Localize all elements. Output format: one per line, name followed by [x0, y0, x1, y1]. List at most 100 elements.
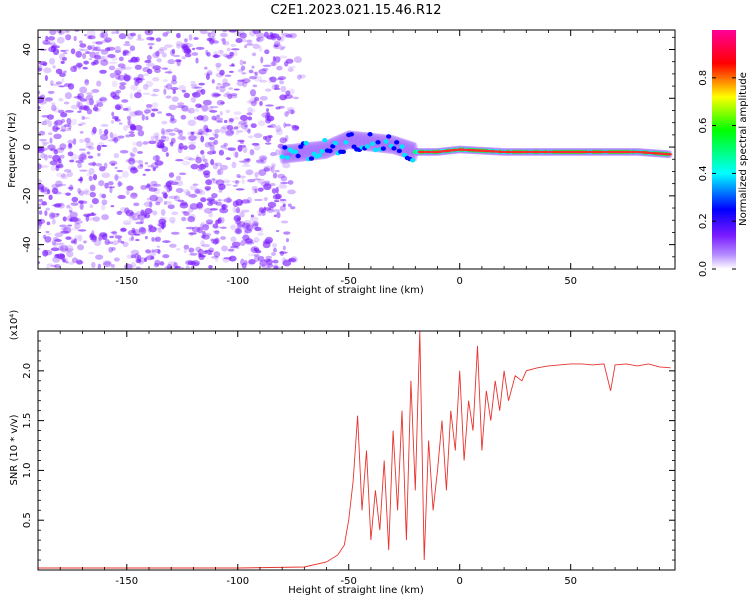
spectrogram-noise-cell [280, 220, 289, 224]
spectrogram-noise-cell [237, 144, 243, 152]
spectrogram-noise-cell [77, 244, 85, 251]
spectrogram-noise-cell [38, 163, 42, 170]
spectrogram-noise-cell [260, 56, 264, 64]
spectrogram-noise-cell [41, 141, 50, 145]
spectrogram-panel: -150 -100 -50 0 50 -40 -20 0 20 40 Height of stra… [7, 29, 676, 296]
spectrogram-noise-cell [101, 214, 109, 221]
spectrogram-signal-halo [304, 141, 311, 162]
spectrogram-noise-cell [183, 244, 190, 250]
spectrogram-noise-cell [53, 242, 58, 247]
spectrogram-noise-cell [59, 166, 64, 169]
spectrogram-signal-core [510, 150, 516, 154]
spectrogram-noise-cell [161, 120, 168, 125]
spectrogram-noise-cell [287, 109, 296, 115]
spectrogram-noise-cell [60, 226, 68, 231]
spectrogram-noise-cell [216, 65, 220, 72]
spectrogram-noise-cell [168, 216, 176, 223]
spectrogram-noise-cell [113, 152, 120, 159]
spectrogram-noise-cell [233, 51, 238, 57]
spectrogram-noise-cell [93, 239, 102, 247]
spectrogram-noise-cell [66, 250, 74, 258]
spectrogram-noise-cell [72, 65, 78, 69]
spectrogram-noise-cell [212, 132, 217, 136]
spectrogram-noise-cell [152, 77, 160, 82]
spectrogram-noise-cell [124, 51, 131, 57]
spectrogram-noise-cell [83, 240, 87, 244]
spectrogram-noise-cell [188, 193, 198, 198]
spectrogram-noise-cell [130, 262, 136, 268]
spectrogram-noise-cell [67, 186, 74, 190]
spectrogram-noise-cell [287, 66, 296, 69]
spectrogram-noise-cell [64, 30, 70, 33]
spectrogram-noise-cell [127, 229, 137, 236]
spectrogram-noise-cell [55, 81, 63, 85]
spectrogram-noise-cell [285, 123, 292, 127]
spectrogram-noise-cell [162, 79, 168, 82]
spectrogram-noise-cell [56, 191, 62, 194]
spectrogram-noise-cell [60, 129, 67, 132]
spectrogram-noise-cell [51, 187, 59, 195]
spectrogram-noise-cell [127, 32, 134, 40]
spectrogram-noise-cell [233, 126, 239, 130]
spectrogram-noise-cell [99, 56, 105, 60]
spectrogram-noise-cell [255, 159, 264, 163]
spectrogram-noise-cell [239, 32, 247, 39]
spectrogram-noise-cell [70, 104, 80, 110]
spectrogram-noise-cell [281, 46, 286, 49]
spectrogram-noise-cell [112, 133, 118, 140]
spectrogram-noise-cell [47, 90, 55, 94]
spectrogram-noise-cell [219, 111, 223, 116]
spectrogram-noise-cell [48, 46, 56, 53]
spectrogram-noise-cell [181, 217, 187, 222]
spectrogram-noise-cell [43, 67, 52, 74]
spectrogram-noise-cell [96, 80, 102, 87]
spectrogram-noise-cell [212, 54, 221, 58]
spectrogram-noise-cell [251, 94, 257, 100]
spectrogram-noise-cell [275, 106, 281, 110]
spectrogram-noise-cell [127, 119, 132, 126]
spectrogram-noise-cell [182, 45, 190, 50]
spectrogram-noise-cell [216, 82, 222, 86]
spectrogram-noise-cell [228, 30, 238, 33]
spectrogram-noise-cell [232, 205, 237, 213]
spectrogram-noise-cell [188, 134, 197, 142]
spectrogram-noise-cell [282, 260, 292, 267]
spectrogram-noise-cell [216, 114, 220, 118]
spectrogram-noise-cell [232, 150, 238, 158]
spectrogram-noise-cell [218, 85, 227, 89]
spectrogram-signal-core [597, 150, 602, 154]
spectrogram-noise-cell [160, 67, 168, 70]
spectrogram-noise-cell [209, 208, 218, 211]
spectrogram-signal-cell [319, 148, 325, 154]
spectrogram-noise-cell [244, 128, 251, 133]
spectrogram-noise-cell [239, 59, 244, 66]
spectrogram-noise-cell [156, 245, 161, 248]
spectrogram-noise-cell [66, 127, 72, 132]
spectrogram-signal-halo [335, 134, 342, 155]
spectrogram-noise-cell [264, 114, 269, 119]
spectrogram-noise-cell [162, 240, 171, 243]
spectrogram-noise-cell [111, 240, 119, 246]
spectrogram-noise-cell [84, 79, 89, 84]
spectrogram-noise-cell [222, 78, 228, 85]
spectrogram-noise-cell [146, 62, 155, 67]
spectrogram-noise-cell [44, 236, 52, 243]
spectrogram-noise-cell [122, 51, 127, 57]
spectrogram-noise-cell [257, 187, 264, 192]
spectrogram-noise-cell [145, 104, 153, 108]
spectrogram-noise-cell [59, 244, 69, 252]
spectrogram-noise-cell [140, 184, 147, 190]
spectrogram-signal-core [587, 150, 592, 154]
spectrogram-noise-cell [228, 120, 234, 124]
spectrogram-noise-cell [222, 41, 230, 46]
spectrogram-noise-cell [238, 121, 247, 126]
spectrogram-noise-cell [160, 128, 165, 135]
spectrogram-noise-cell [162, 254, 170, 259]
spectrogram-noise-cell [151, 249, 155, 253]
spectrogram-noise-cell [103, 260, 112, 266]
spectrogram-signal-cell [372, 147, 378, 153]
spectrogram-noise-cell [151, 101, 159, 109]
spectrogram-noise-cell [83, 34, 88, 37]
spectrogram-noise-cell [237, 221, 246, 227]
spectrogram-noise-cell [267, 125, 271, 128]
